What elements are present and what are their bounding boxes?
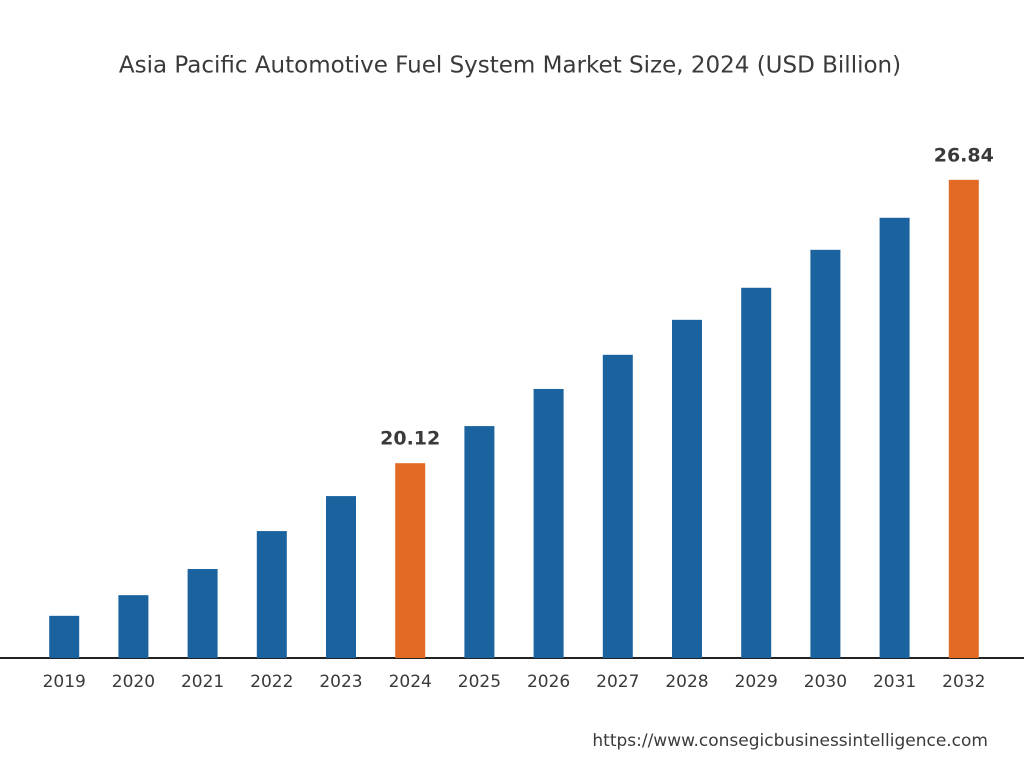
bar: [326, 496, 356, 658]
x-tick-label: 2023: [319, 672, 362, 692]
bar: [948, 179, 979, 658]
x-tick-label: 2026: [527, 672, 570, 692]
value-label: 26.84: [934, 144, 994, 166]
bar: [395, 463, 426, 658]
x-tick-label: 2019: [43, 672, 86, 692]
bar: [741, 287, 772, 658]
bar: [256, 531, 287, 658]
x-tick-label: 2029: [735, 672, 778, 692]
x-tick-label: 2031: [873, 672, 916, 692]
bar: [49, 615, 80, 658]
source-url: https://www.consegicbusinessintelligence…: [592, 731, 988, 751]
bar: [810, 249, 841, 658]
x-tick-label: 2028: [665, 672, 708, 692]
bar: [533, 388, 564, 658]
x-tick-label: 2030: [804, 672, 847, 692]
x-tick-label: 2021: [181, 672, 224, 692]
bar: [464, 426, 495, 658]
x-tick-label: 2022: [250, 672, 293, 692]
bar: [879, 217, 910, 658]
bar: [187, 569, 218, 658]
bar: [602, 354, 633, 658]
value-label: 20.12: [380, 428, 440, 450]
x-tick-label: 2024: [389, 672, 432, 692]
bar: [118, 595, 149, 658]
bar: [672, 319, 702, 658]
x-tick-label: 2032: [942, 672, 985, 692]
chart-title: Asia Pacific Automotive Fuel System Mark…: [119, 53, 901, 79]
x-tick-label: 2027: [596, 672, 639, 692]
x-tick-label: 2020: [112, 672, 155, 692]
x-tick-label: 2025: [458, 672, 501, 692]
